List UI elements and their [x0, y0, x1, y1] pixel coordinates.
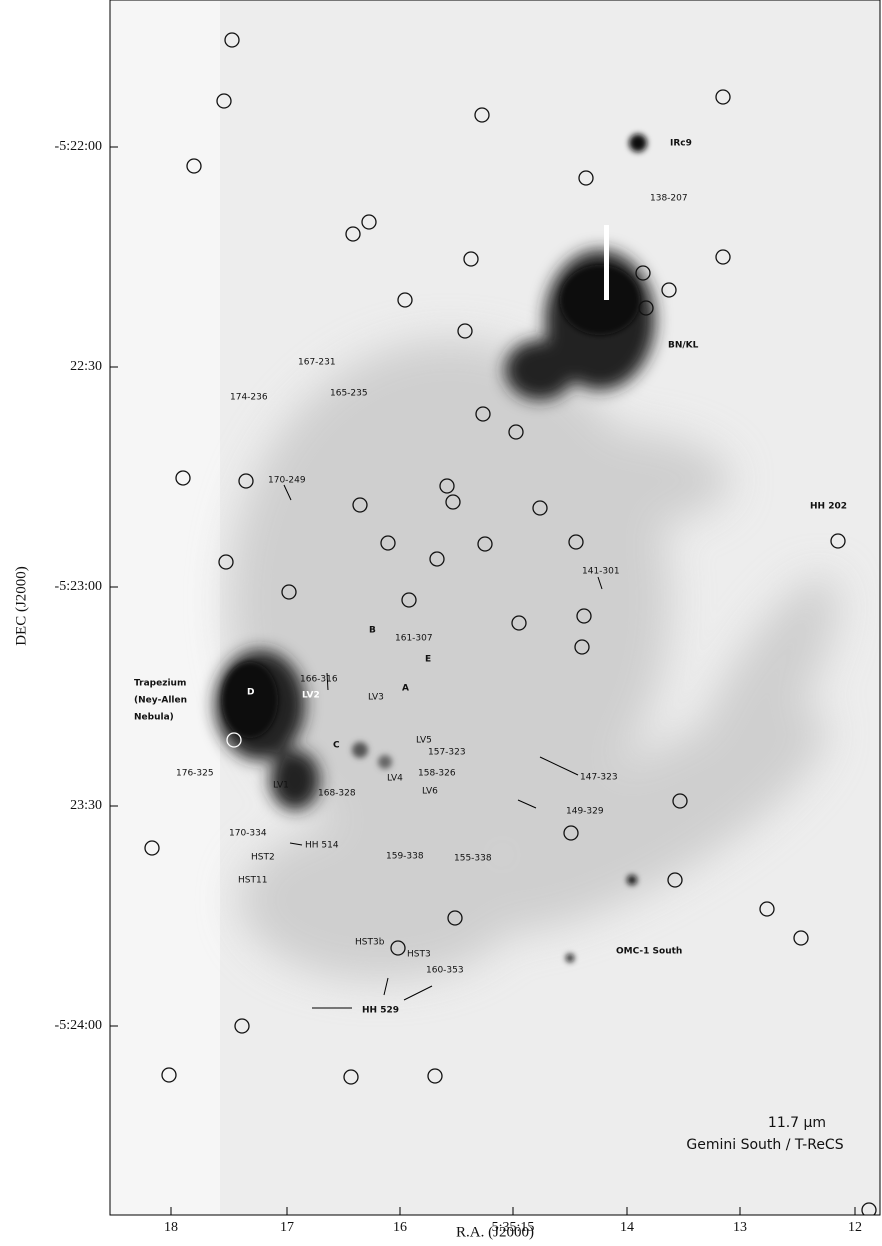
annotation-label: (Ney-Allen: [134, 696, 187, 706]
x-tick-label: 14: [620, 1220, 634, 1235]
annotation-label: HST2: [251, 853, 275, 863]
annotation-label: 159-338: [386, 852, 424, 862]
y-tick-label: 22:30: [70, 359, 102, 374]
annotation-label: 168-328: [318, 789, 356, 799]
annotation-label: E: [425, 655, 431, 665]
annotation-label: 161-307: [395, 634, 433, 644]
annotation-label: LV2: [302, 691, 320, 701]
annotation-label: 167-231: [298, 358, 336, 368]
annotation-label: LV3: [368, 693, 384, 703]
annotation-label: 165-235: [330, 389, 368, 399]
annotation-label: IRc9: [670, 139, 692, 149]
annotation-label: 149-329: [566, 807, 604, 817]
annotation-label: HST3b: [355, 938, 385, 948]
annotation-label: 166-316: [300, 675, 338, 685]
annotation-label: 174-236: [230, 393, 268, 403]
annotation-label: 141-301: [582, 567, 620, 577]
x-tick-label: 16: [393, 1220, 407, 1235]
annotation-label: Nebula): [134, 713, 174, 723]
caption-wavelength: 11.7 µm: [768, 1115, 826, 1131]
annotation-label: HH 529: [362, 1006, 399, 1016]
annotation-label: 170-334: [229, 829, 267, 839]
y-tick-label: -5:23:00: [55, 579, 102, 594]
x-tick-label: 13: [733, 1220, 747, 1235]
annotation-label: 138-207: [650, 194, 688, 204]
annotation-label: LV6: [422, 787, 438, 797]
annotation-label: Trapezium: [134, 679, 186, 689]
annotation-label: 158-326: [418, 769, 456, 779]
annotation-label: 147-323: [580, 773, 618, 783]
x-tick-label: 5:35:15: [492, 1220, 535, 1235]
annotation-label: LV1: [273, 781, 289, 791]
y-tick-label: -5:24:00: [55, 1018, 102, 1033]
annotation-label: LV4: [387, 774, 403, 784]
x-tick-label: 17: [280, 1220, 294, 1235]
y-tick-label: -5:22:00: [55, 139, 102, 154]
x-tick-label: 12: [848, 1220, 862, 1235]
annotation-label: OMC-1 South: [616, 947, 682, 957]
annotation-label: B: [369, 626, 376, 636]
annotation-label: 176-325: [176, 769, 214, 779]
annotation-label: 157-323: [428, 748, 466, 758]
annotation-label: 160-353: [426, 966, 464, 976]
annotation-label: A: [402, 684, 409, 694]
nebula-image: [110, 0, 880, 1217]
annotation-label: 170-249: [268, 476, 306, 486]
annotation-label: D: [247, 688, 254, 698]
annotation-label: BN/KL: [668, 341, 699, 351]
figure: IRc9 138-207 BN/KL 167-231 174-236 165-235 170…: [0, 0, 882, 1242]
y-axis-label: DEC (J2000): [13, 566, 29, 646]
annotation-label: HST3: [407, 950, 431, 960]
annotation-label: HST11: [238, 876, 267, 886]
x-tick-label: 18: [164, 1220, 178, 1235]
caption-instrument: Gemini South / T-ReCS: [686, 1137, 843, 1153]
annotation-label: HH 202: [810, 502, 847, 512]
y-tick-label: 23:30: [70, 798, 102, 813]
annotation-label: LV5: [416, 736, 432, 746]
annotation-label: 155-338: [454, 854, 492, 864]
annotation-label: C: [333, 741, 340, 751]
annotation-label: HH 514: [305, 841, 339, 851]
